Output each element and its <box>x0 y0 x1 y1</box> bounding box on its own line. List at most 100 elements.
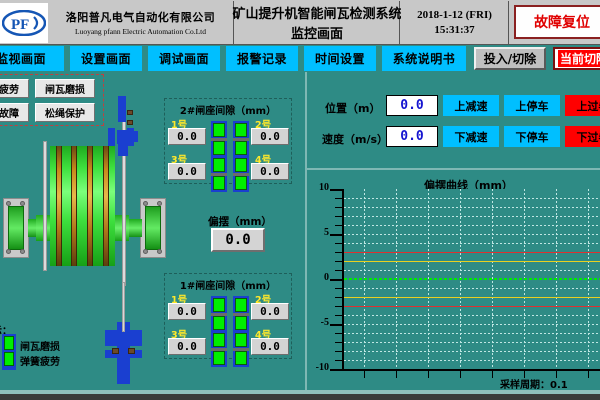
caliper-body <box>117 322 130 384</box>
clock-block: 2018-1-12 (FRI) 15:31:37 <box>401 1 509 44</box>
nav-item-alarm-log[interactable]: 报警记录 <box>226 46 298 71</box>
fault-button-swing-fault-label: 偏摆故障 <box>0 109 19 120</box>
down-overwind-button[interactable]: 下过卷 <box>565 126 600 147</box>
down-decelerate-label: 下减速 <box>454 130 488 144</box>
caliper-body <box>118 130 128 156</box>
chart-ytick-label-5: 5 <box>324 227 329 238</box>
sensor-led <box>235 298 247 312</box>
svg-text:PF: PF <box>11 17 29 33</box>
caliper-rod <box>122 282 125 332</box>
caliper-body <box>118 96 126 122</box>
brake-pad <box>127 120 133 125</box>
chart-ytick-minor <box>335 288 343 289</box>
nav-item-settings[interactable]: 设置画面 <box>70 46 142 71</box>
chart-ytick-minor <box>335 243 343 244</box>
current-date: 2018-1-12 (FRI) <box>417 9 492 21</box>
nav-bar: 监视画面 设置画面 调试画面 报警记录 时间设置 系统说明书 投入/切除 当前切… <box>0 45 600 72</box>
sensor-indicator <box>233 121 249 157</box>
nav-item-debug[interactable]: 调试画面 <box>148 46 220 71</box>
fault-button-slack-rope[interactable]: 松绳保护 <box>35 103 95 122</box>
bearing-right <box>140 198 166 258</box>
chart-ytick-minor <box>335 207 343 208</box>
brake-caliper-left <box>118 96 140 166</box>
gap-value-text: 0.0 <box>260 130 280 143</box>
chart-limit-upper-alarm <box>344 252 600 253</box>
gap-value-text: 0.0 <box>177 130 197 143</box>
down-decelerate-button[interactable]: 下减速 <box>443 126 499 147</box>
chart-xtick <box>460 371 461 378</box>
chart-ytick-minor <box>335 360 343 361</box>
fault-button-swing-fault[interactable]: 偏摆故障 <box>0 103 29 122</box>
sensor-bar <box>233 348 249 351</box>
nav-item-manual[interactable]: 系统说明书 <box>382 46 466 71</box>
caliper-body <box>129 350 142 358</box>
chart-ytick-label-10: 10 <box>319 182 329 193</box>
chart-ytick <box>330 369 343 371</box>
position-label: 位置（m） <box>325 102 381 115</box>
nav-item-alarm-log-label: 报警记录 <box>236 52 287 66</box>
sensor-led <box>235 333 247 347</box>
chart-ytick-minor <box>335 315 343 316</box>
sensor-led <box>235 141 247 155</box>
brake-disc-left <box>43 141 47 271</box>
sensor-led <box>235 123 247 137</box>
page-title: 矿山提升机智能闸瓦检测系统 监控画面 <box>233 1 402 44</box>
sensor-bar <box>233 173 249 176</box>
chart-ytick-label-neg5: -5 <box>320 317 329 328</box>
bearing-left <box>3 198 29 258</box>
fault-button-slack-rope-label: 松绳保护 <box>45 109 85 120</box>
sensor-indicator <box>211 121 227 157</box>
sensor-indicator <box>211 331 227 367</box>
fault-button-spring-fatigue[interactable]: 弹簧疲劳 <box>0 79 29 98</box>
gap-panel-1-label-1: 1号 <box>171 295 188 306</box>
chart-ytick-minor <box>335 351 343 352</box>
company-name-cn: 洛阳普凡电气自动化有限公司 <box>65 11 216 24</box>
gap-panel-1-title: 1#闸座间隙（mm） <box>179 281 277 292</box>
nav-item-monitor[interactable]: 监视画面 <box>0 46 64 71</box>
up-decelerate-button[interactable]: 上减速 <box>443 95 499 116</box>
chart-x-axis <box>342 369 600 371</box>
chart-gridline-h <box>344 198 600 199</box>
up-stop-button[interactable]: 上停车 <box>504 95 560 116</box>
gap-value-text: 0.0 <box>177 340 197 353</box>
status-badge[interactable]: 当前切除 <box>553 47 600 70</box>
bolt-icon <box>157 249 162 254</box>
fault-button-shoe-wear-label: 闸瓦磨损 <box>45 85 85 96</box>
swing-value-text: 0.0 <box>225 232 251 248</box>
sensor-bar <box>211 138 227 141</box>
gap-panel-2-label-1: 1号 <box>171 120 188 131</box>
chart-gridline-h <box>344 243 600 244</box>
up-overwind-label: 上过卷 <box>576 99 600 113</box>
bolt-icon <box>6 249 11 254</box>
company-name-block: 洛阳普凡电气自动化有限公司 Luoyang pfann Electric Aut… <box>48 1 234 44</box>
brake-pad <box>128 348 135 354</box>
up-overwind-button[interactable]: 上过卷 <box>565 95 600 116</box>
nav-item-monitor-label: 监视画面 <box>0 52 46 66</box>
sensor-led <box>213 333 225 347</box>
nav-item-time-setting[interactable]: 时间设置 <box>304 46 376 71</box>
speed-label: 速度（m/s） <box>322 133 389 146</box>
brake-caliper-bottom <box>103 282 153 392</box>
engage-disengage-button[interactable]: 投入/切除 <box>474 47 546 70</box>
gap-value-text: 0.0 <box>177 165 197 178</box>
gap-panel-1-label-3: 3号 <box>171 330 188 341</box>
gap-panel-1-value-3: 0.0 <box>168 338 206 355</box>
nav-item-settings-label: 设置画面 <box>80 52 131 66</box>
down-stop-button[interactable]: 下停车 <box>504 126 560 147</box>
caliper-body <box>105 350 118 358</box>
chart-ytick-minor <box>335 261 343 262</box>
gap-panel-1-label-4: 4号 <box>255 330 272 341</box>
up-stop-label: 上停车 <box>515 99 549 113</box>
speed-value-text: 0.0 <box>400 129 424 144</box>
brake-pad <box>112 348 119 354</box>
sensor-indicator <box>233 156 249 192</box>
bolt-icon <box>20 249 25 254</box>
chart-trace-swing <box>344 278 600 280</box>
chart-gridline-h <box>344 288 600 289</box>
gap-value-text: 0.0 <box>260 165 280 178</box>
chart-gridline-h <box>344 225 600 226</box>
fault-reset-button[interactable]: 故障复位 <box>514 5 600 39</box>
chart-ytick <box>330 189 343 191</box>
fault-button-shoe-wear[interactable]: 闸瓦磨损 <box>35 79 95 98</box>
swing-value: 0.0 <box>211 228 265 252</box>
